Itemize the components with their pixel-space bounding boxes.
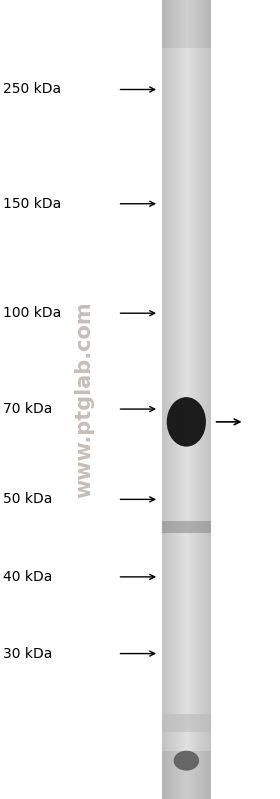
Bar [203, 0, 204, 799]
Ellipse shape [174, 751, 199, 770]
Bar [166, 0, 167, 799]
Bar [181, 0, 182, 799]
Bar [198, 0, 199, 799]
Bar [175, 0, 176, 799]
Bar [204, 0, 205, 799]
Bar [167, 0, 168, 799]
Bar [162, 714, 211, 732]
Bar [179, 0, 180, 799]
Bar [176, 0, 177, 799]
Text: 250 kDa: 250 kDa [3, 82, 61, 97]
Bar [192, 0, 193, 799]
Bar [193, 0, 194, 799]
Bar [206, 0, 207, 799]
Bar [194, 0, 195, 799]
Bar [169, 0, 170, 799]
Bar [178, 0, 179, 799]
Bar [177, 0, 178, 799]
Bar [172, 0, 173, 799]
Text: 100 kDa: 100 kDa [3, 306, 61, 320]
Bar [174, 0, 175, 799]
Bar [196, 0, 197, 799]
Ellipse shape [167, 397, 206, 447]
Bar [162, 0, 163, 799]
Bar [162, 751, 211, 799]
Bar [173, 0, 174, 799]
Bar [209, 0, 210, 799]
Bar [195, 0, 196, 799]
Bar [162, 0, 211, 48]
Bar [183, 0, 184, 799]
Text: 150 kDa: 150 kDa [3, 197, 61, 211]
Bar [180, 0, 181, 799]
Bar [205, 0, 206, 799]
Bar [208, 0, 209, 799]
Bar [188, 0, 189, 799]
Bar [199, 0, 200, 799]
Text: 30 kDa: 30 kDa [3, 646, 52, 661]
Text: 50 kDa: 50 kDa [3, 492, 52, 507]
Bar [207, 0, 208, 799]
Bar [191, 0, 192, 799]
Bar [197, 0, 198, 799]
Bar [190, 0, 191, 799]
Bar [202, 0, 203, 799]
Bar [168, 0, 169, 799]
Bar [187, 0, 188, 799]
Bar [185, 0, 186, 799]
Bar [162, 521, 211, 534]
Text: 70 kDa: 70 kDa [3, 402, 52, 416]
Bar [171, 0, 172, 799]
Bar [201, 0, 202, 799]
Text: www.ptglab.com: www.ptglab.com [74, 301, 94, 498]
Bar [186, 0, 187, 799]
Text: 40 kDa: 40 kDa [3, 570, 52, 584]
Bar [170, 0, 171, 799]
Bar [165, 0, 166, 799]
Bar [200, 0, 201, 799]
Bar [182, 0, 183, 799]
Bar [189, 0, 190, 799]
Bar [210, 0, 211, 799]
Bar [164, 0, 165, 799]
Bar [163, 0, 164, 799]
Bar [184, 0, 185, 799]
